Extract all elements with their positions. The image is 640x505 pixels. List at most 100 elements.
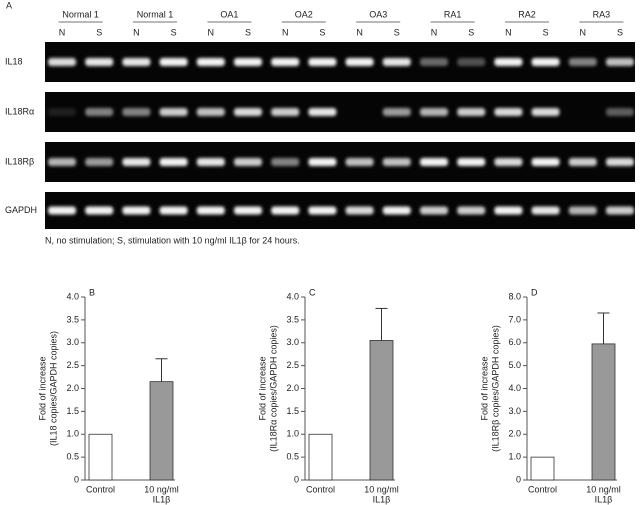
band [345, 158, 374, 166]
x-tick-label: Control [306, 484, 335, 494]
band [234, 206, 262, 215]
panel-label: D [531, 287, 538, 297]
group-label: Normal 1 [62, 9, 99, 19]
x-tick-label: IL1β [373, 494, 391, 504]
y-tick-label: 2.0 [508, 429, 521, 439]
band [568, 158, 597, 166]
band [531, 108, 560, 116]
y-tick-label: 2.0 [66, 383, 79, 393]
y-tick-label: 2.5 [66, 360, 79, 370]
x-tick-label: IL1β [595, 494, 613, 504]
band [531, 158, 560, 166]
band [457, 108, 486, 116]
band [85, 158, 114, 166]
band [420, 108, 448, 116]
band [568, 58, 597, 66]
y-tick-label: 3.5 [286, 314, 299, 324]
bar [530, 456, 555, 481]
band [271, 206, 300, 215]
band [159, 58, 188, 66]
y-tick-label: 1.0 [286, 429, 299, 439]
panel-label: B [89, 287, 95, 297]
y-tick-label: 4.0 [66, 291, 79, 301]
lane-label: N [282, 27, 289, 37]
band [196, 108, 225, 116]
band [271, 58, 300, 66]
band [85, 58, 114, 66]
y-tick-label: 5.0 [508, 360, 521, 370]
band [308, 108, 337, 116]
group-label: RA3 [593, 9, 611, 19]
y-axis-label: (IL18 copies/GAPDH copies) [48, 331, 58, 446]
y-axis-label: Fold of increase [257, 356, 267, 420]
lane-label: S [617, 27, 623, 37]
band [308, 58, 337, 66]
y-tick-label: 7.0 [508, 314, 521, 324]
band [48, 58, 76, 66]
band [457, 206, 486, 215]
y-axis-label: (IL18Rα copies/GAPDH copies) [268, 325, 278, 452]
band [420, 158, 448, 166]
lane-label: N [133, 27, 140, 37]
y-tick-label: 1.0 [508, 452, 521, 462]
lane-label: N [356, 27, 363, 37]
y-tick-label: 3.0 [286, 337, 299, 347]
lane-label: N [208, 27, 215, 37]
caption: N, no stimulation; S, stimulation with 1… [45, 235, 300, 245]
band [606, 58, 634, 66]
band [308, 158, 337, 166]
band [606, 158, 634, 166]
band [122, 206, 151, 215]
y-axis-label: Fold of increase [37, 356, 47, 420]
bar [308, 433, 333, 481]
group-label: RA2 [518, 9, 536, 19]
y-tick-label: 8.0 [508, 291, 521, 301]
y-tick-label: 2.5 [286, 360, 299, 370]
bar [88, 433, 113, 481]
band [234, 158, 262, 166]
band [159, 158, 188, 166]
band [345, 58, 374, 66]
y-tick-label: 2.0 [286, 383, 299, 393]
lane-label: N [431, 27, 438, 37]
y-tick-label: 3.0 [508, 406, 521, 416]
band [122, 108, 151, 116]
band [457, 58, 486, 66]
band [271, 158, 300, 166]
band [196, 58, 225, 66]
y-tick-label: 0 [516, 474, 521, 484]
band [48, 206, 76, 215]
band [494, 58, 523, 66]
band [606, 108, 634, 116]
x-tick-label: Control [528, 484, 557, 494]
lane-label: N [580, 27, 587, 37]
band [271, 108, 300, 116]
band [531, 58, 560, 66]
y-tick-label: 1.0 [66, 429, 79, 439]
band [382, 158, 411, 166]
band [382, 58, 411, 66]
row-label: IL18 [5, 56, 23, 66]
band [494, 158, 523, 166]
y-tick-label: 6.0 [508, 337, 521, 347]
band [159, 108, 188, 116]
bar [149, 381, 174, 481]
band [308, 206, 337, 215]
x-tick-label: 10 ng/ml [586, 484, 621, 494]
band [122, 158, 151, 166]
band [420, 58, 448, 66]
group-label: OA3 [369, 9, 387, 19]
x-tick-label: 10 ng/ml [364, 484, 399, 494]
row-label: IL18Rβ [5, 156, 34, 166]
y-tick-label: 4.0 [286, 291, 299, 301]
band [85, 108, 114, 116]
lane-label: N [59, 27, 66, 37]
lane-label: S [319, 27, 325, 37]
y-tick-label: 0.5 [286, 452, 299, 462]
y-axis-label: (IL18Rβ copies/GAPDH copies) [490, 325, 500, 452]
y-tick-label: 1.5 [66, 406, 79, 416]
lane-label: N [505, 27, 512, 37]
bar [591, 343, 616, 481]
y-tick-label: 3.5 [66, 314, 79, 324]
